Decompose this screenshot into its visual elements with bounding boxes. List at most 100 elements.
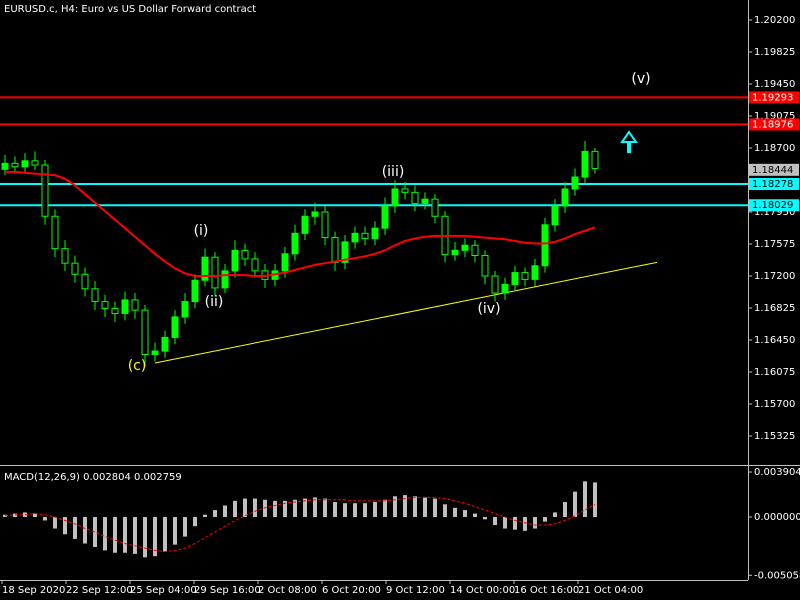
macd-bar bbox=[413, 496, 417, 518]
macd-bar bbox=[183, 517, 187, 537]
macd-bar bbox=[113, 517, 117, 553]
y-tick-label: 1.16825 bbox=[754, 303, 795, 314]
candle-body bbox=[521, 272, 529, 280]
macd-bar bbox=[63, 517, 67, 535]
candle-body bbox=[171, 316, 179, 338]
y-tick-label: 1.15700 bbox=[754, 399, 795, 410]
macd-bar bbox=[163, 517, 167, 552]
macd-bar bbox=[203, 514, 207, 518]
macd-bar bbox=[233, 500, 237, 518]
candle-body bbox=[491, 275, 499, 294]
macd-bar bbox=[463, 510, 467, 518]
trendline bbox=[154, 261, 658, 364]
candle-body bbox=[511, 272, 519, 286]
y-tick-label: 1.19825 bbox=[754, 47, 795, 58]
candle-body bbox=[301, 215, 309, 234]
macd-bar bbox=[133, 517, 137, 554]
up-arrow bbox=[620, 130, 638, 153]
macd-bar bbox=[503, 517, 507, 529]
current-price-label: 1.18444 bbox=[752, 165, 793, 176]
candle-body bbox=[131, 299, 139, 311]
y-tick-label: 1.15325 bbox=[754, 431, 795, 442]
candle-body bbox=[31, 160, 39, 166]
y-tick-label: 1.19075 bbox=[754, 111, 795, 122]
macd-bar bbox=[123, 517, 127, 553]
macd-bar bbox=[543, 517, 547, 522]
candle-body bbox=[421, 198, 429, 204]
candle-body bbox=[111, 307, 119, 315]
candle-body bbox=[121, 299, 129, 315]
macd-bar bbox=[533, 517, 537, 529]
level-label-box bbox=[749, 199, 799, 212]
macd-bar bbox=[453, 507, 457, 518]
current-price-box bbox=[749, 163, 799, 176]
macd-bar bbox=[363, 503, 367, 518]
candle-body bbox=[211, 256, 219, 289]
candle-body bbox=[11, 162, 19, 168]
macd-tick-label: 0.003904 bbox=[754, 467, 800, 478]
macd-bar bbox=[143, 517, 147, 558]
macd-bar bbox=[493, 517, 497, 526]
macd-bar bbox=[553, 512, 557, 518]
candle-body bbox=[21, 160, 29, 168]
x-tick-label: 2 Oct 08:00 bbox=[258, 585, 317, 596]
macd-bar bbox=[103, 517, 107, 551]
candle-body bbox=[571, 176, 579, 190]
x-tick-label: 9 Oct 12:00 bbox=[386, 585, 445, 596]
macd-bar bbox=[353, 503, 357, 518]
y-tick-label: 1.20200 bbox=[754, 15, 795, 26]
wave-label: (c) bbox=[128, 358, 147, 374]
y-tick-label: 1.19450 bbox=[754, 79, 795, 90]
candle-body bbox=[221, 270, 229, 289]
candle-body bbox=[531, 265, 539, 280]
candle-body bbox=[541, 224, 549, 267]
candle-body bbox=[161, 336, 169, 352]
macd-bar bbox=[563, 502, 567, 518]
candle-body bbox=[411, 191, 419, 204]
macd-bar bbox=[273, 500, 277, 518]
candle-body bbox=[451, 249, 459, 256]
macd-bar bbox=[423, 497, 427, 518]
candle-body bbox=[231, 249, 239, 272]
x-tick-label: 29 Sep 16:00 bbox=[194, 585, 261, 596]
macd-bar bbox=[583, 481, 587, 518]
macd-bar bbox=[513, 517, 517, 530]
macd-bar bbox=[13, 513, 17, 518]
level-label: 1.18029 bbox=[752, 200, 793, 211]
x-tick-label: 25 Sep 04:00 bbox=[130, 585, 197, 596]
x-tick-label: 18 Sep 2020 bbox=[2, 585, 65, 596]
macd-bar bbox=[43, 517, 47, 521]
macd-bar bbox=[393, 496, 397, 518]
y-tick-label: 1.16450 bbox=[754, 335, 795, 346]
macd-bar bbox=[293, 499, 297, 518]
y-tick-label: 1.17200 bbox=[754, 271, 795, 282]
candle-body bbox=[181, 301, 189, 318]
level-label-box bbox=[749, 91, 799, 104]
macd-bar bbox=[573, 491, 577, 518]
macd-bar bbox=[33, 513, 37, 518]
candle-body bbox=[581, 150, 589, 178]
candle-body bbox=[281, 253, 289, 272]
candle-body bbox=[141, 309, 149, 355]
macd-bar bbox=[443, 504, 447, 518]
wave-label: (iii) bbox=[382, 164, 405, 180]
candle-body bbox=[331, 237, 339, 263]
x-tick-label: 21 Oct 04:00 bbox=[578, 585, 643, 596]
candle-body bbox=[251, 258, 259, 272]
candle-body bbox=[561, 188, 569, 207]
y-tick-label: 1.17950 bbox=[754, 207, 795, 218]
candle-body bbox=[501, 284, 509, 294]
candle-body bbox=[321, 211, 329, 239]
candle-body bbox=[551, 205, 559, 226]
candle-body bbox=[471, 244, 479, 256]
x-tick-label: 16 Oct 16:00 bbox=[514, 585, 579, 596]
macd-bar bbox=[223, 505, 227, 518]
macd-bar bbox=[173, 517, 177, 545]
macd-bar bbox=[193, 517, 197, 527]
macd-bar bbox=[403, 495, 407, 518]
macd-bar bbox=[483, 517, 487, 520]
candle-body bbox=[71, 262, 79, 275]
level-label: 1.18278 bbox=[752, 179, 793, 190]
candle-body bbox=[51, 215, 59, 250]
